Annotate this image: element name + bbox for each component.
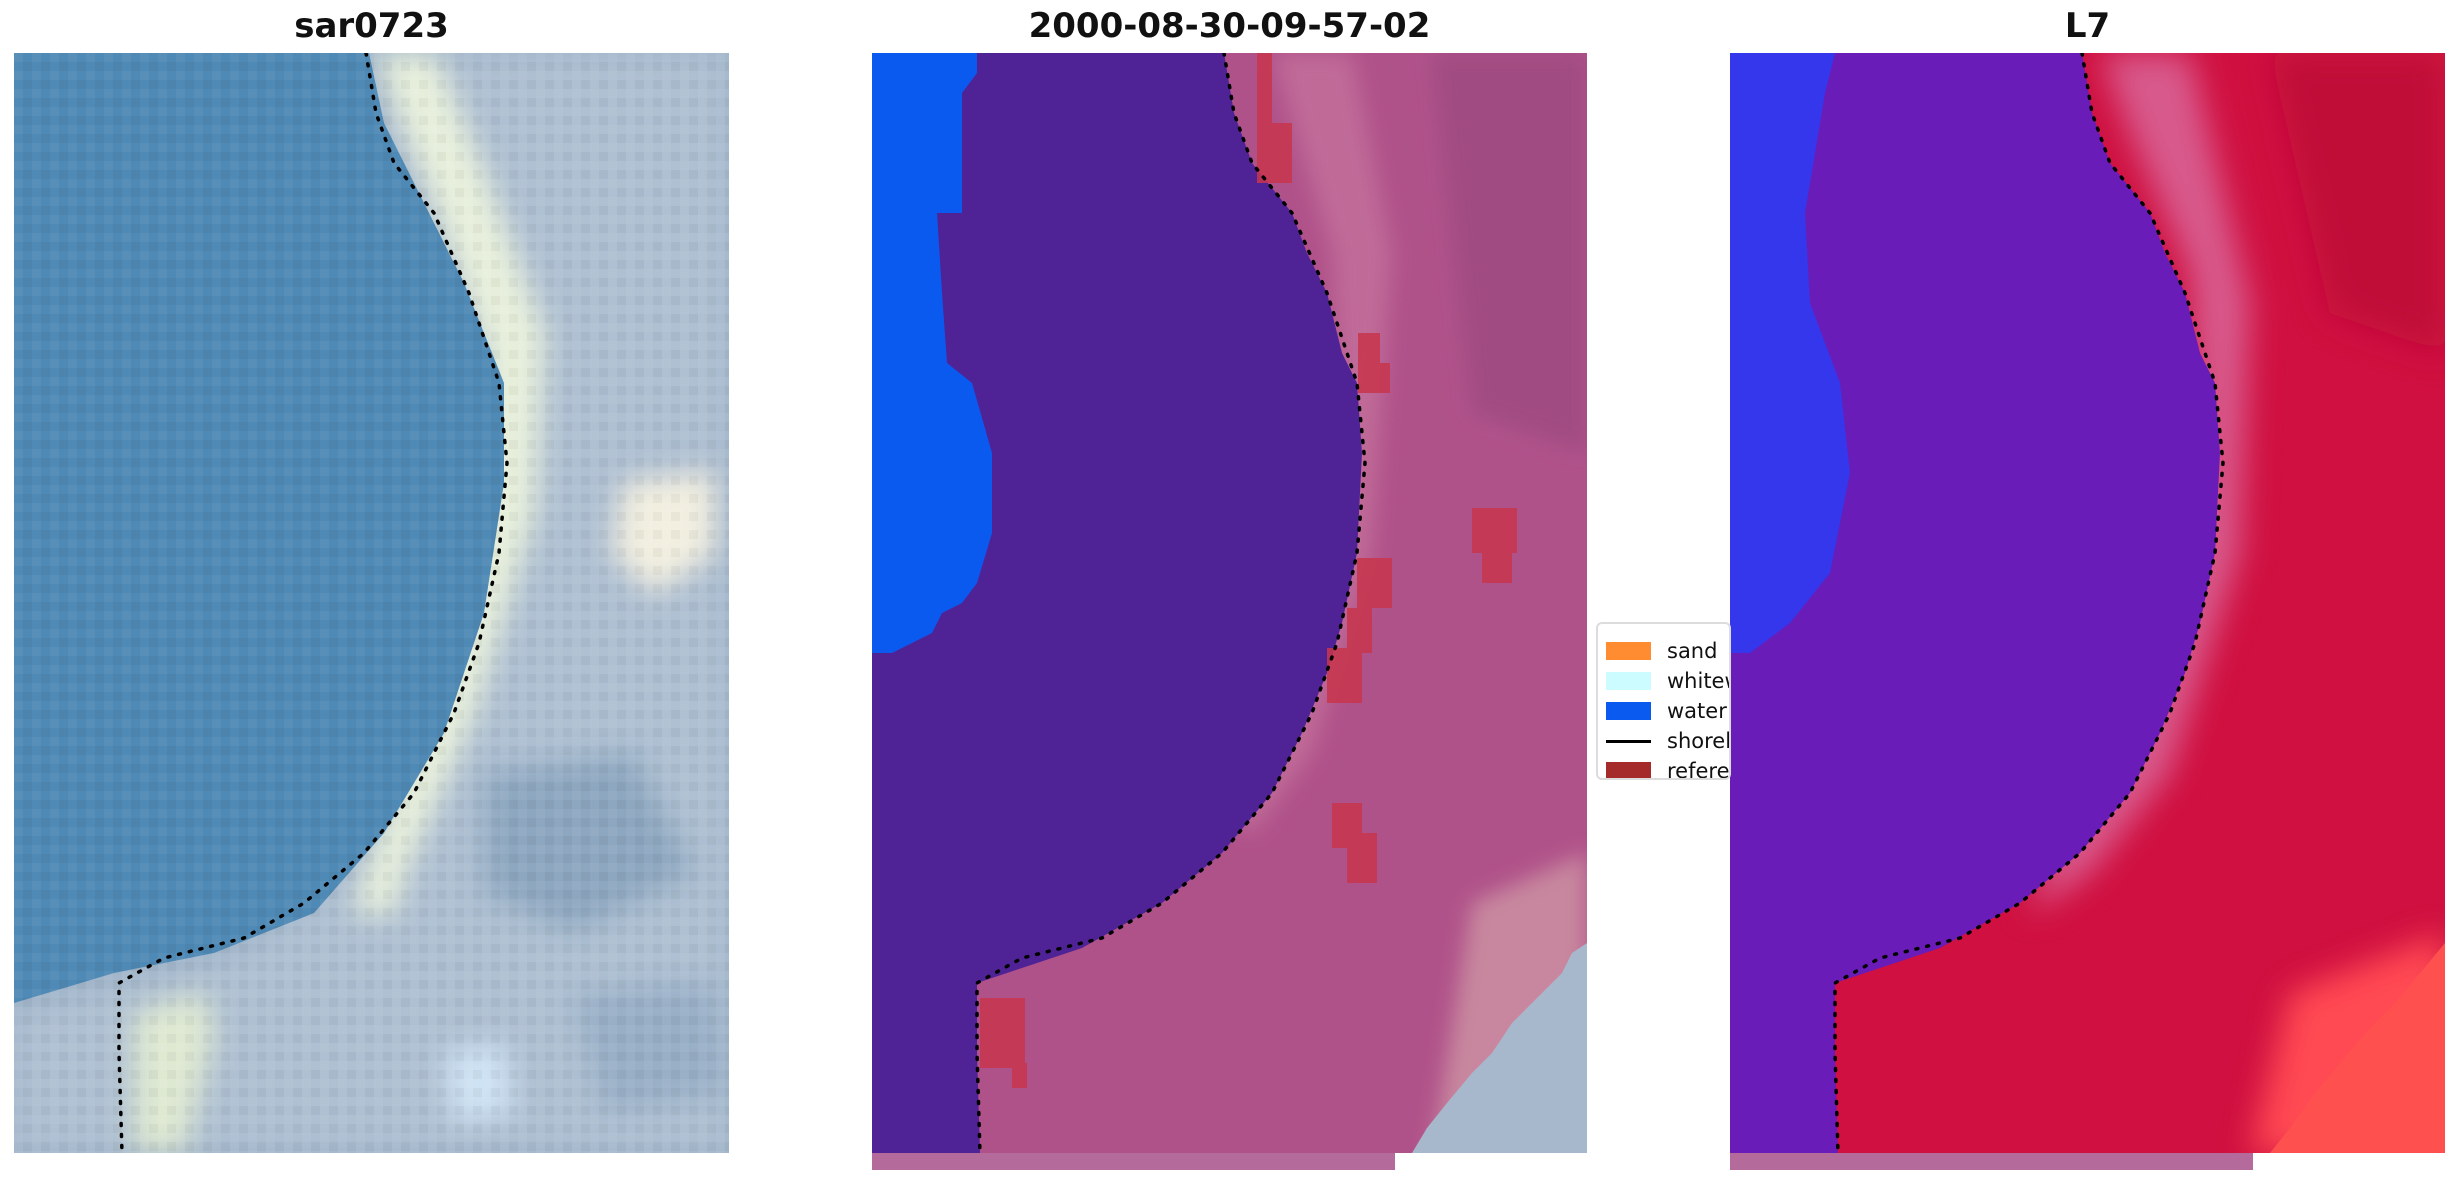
legend-label-shoreline: shoreline [1667,729,1731,753]
legend-item-sand: sand [1606,636,1717,666]
panel-title-left: sar0723 [294,6,449,46]
shoreline-left [117,53,509,1153]
middle-bottom-strip [872,1153,1395,1170]
shoreline-middle [975,53,1367,1153]
panel-title-middle: 2000-08-30-09-57-02 [1028,6,1431,46]
panel-title-right: L7 [2064,6,2111,46]
shoreline-right [1833,53,2225,1153]
classified-image-panel [872,53,1587,1153]
right-bottom-strip [1730,1153,2253,1170]
whitewater-swatch [1606,672,1651,690]
legend-item-reference: reference [1606,756,1730,780]
legend-item-water: water [1606,696,1727,726]
rgb-image-panel [14,53,729,1153]
l7-image-panel [1730,53,2445,1153]
shoreline-swatch [1606,739,1651,743]
legend-label-water: water [1667,699,1727,723]
reference-swatch [1606,762,1651,778]
legend-label-reference: reference [1667,759,1730,780]
water-swatch [1606,702,1651,720]
legend-item-shoreline: shoreline [1606,726,1731,756]
legend-label-sand: sand [1667,639,1718,663]
sand-swatch [1606,642,1651,660]
